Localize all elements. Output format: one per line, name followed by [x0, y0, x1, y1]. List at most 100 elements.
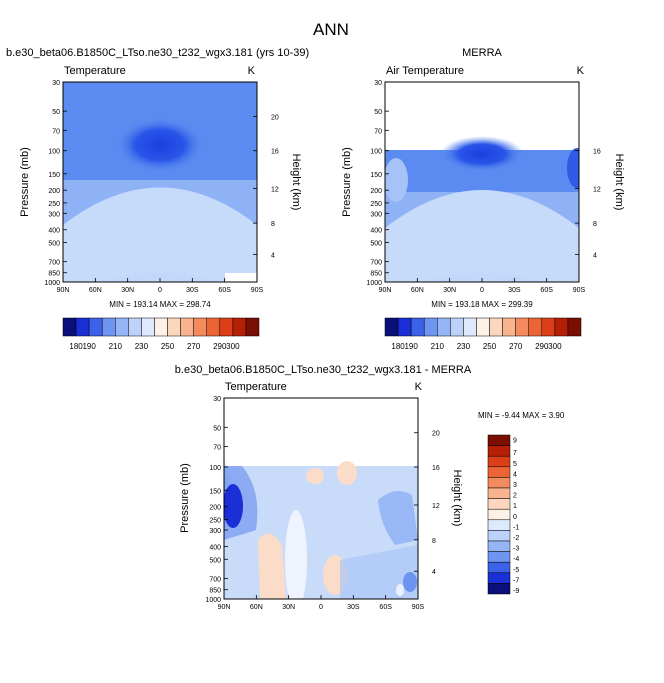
y-tick-label: 500: [209, 557, 221, 564]
panel-diff-ylabel: Pressure (mb): [179, 463, 191, 533]
panel-obs: MERRA Air Temperature K Pressure (mb) He…: [341, 47, 625, 351]
panel-obs-field: [385, 82, 579, 282]
colorbar-swatch: [193, 317, 207, 337]
y2-tick-label: 8: [432, 538, 436, 545]
panel-diff-field: [224, 398, 418, 599]
panel-diff-stats: MIN = -9.44 MAX = 3.90: [478, 411, 565, 420]
y-tick-label: 200: [370, 188, 382, 195]
colorbar-swatch: [487, 561, 511, 574]
y-tick-label: 200: [209, 505, 221, 512]
y2-tick-label: 4: [593, 252, 597, 259]
colorbar-label: -7: [513, 577, 519, 584]
colorbar-swatch: [541, 317, 556, 337]
panel-obs-ylabel: Pressure (mb): [341, 147, 353, 217]
y-tick-label: 850: [209, 588, 221, 595]
y-tick-label: 850: [370, 271, 382, 278]
colorbar-label: 180: [391, 342, 405, 351]
y-tick-label: 300: [370, 211, 382, 218]
y2-tick-label: 20: [271, 115, 279, 122]
colorbar-swatch: [463, 317, 477, 337]
y-tick-label: 70: [213, 445, 221, 452]
colorbar-swatch: [528, 317, 543, 337]
colorbar-swatch: [487, 572, 511, 584]
y-tick-label: 70: [374, 128, 382, 135]
panel-diff-ylabel-right: Height (km): [451, 470, 463, 527]
y2-tick-label: 16: [271, 149, 279, 156]
y-tick-label: 1000: [205, 597, 221, 604]
y2-tick-label: 4: [271, 252, 275, 259]
x-tick-label: 60S: [218, 287, 231, 294]
colorbar-label: 190: [404, 342, 418, 351]
colorbar-label: 250: [483, 342, 497, 351]
colorbar-label: 290: [213, 342, 227, 351]
y-tick-label: 500: [370, 240, 382, 247]
panel-obs-colorbar: 180 190 210 230 250 270 290 300: [384, 317, 582, 351]
colorbar-swatch: [154, 317, 168, 337]
panel-model-left-label: Temperature: [64, 65, 126, 77]
y2-tick-label: 20: [432, 431, 440, 438]
colorbar-label: 300: [548, 342, 562, 351]
colorbar-swatch: [410, 317, 425, 337]
colorbar-swatch: [487, 477, 511, 489]
y2-tick-label: 16: [593, 149, 601, 156]
y-tick-label: 700: [48, 260, 60, 267]
y2-tick-label: 8: [271, 221, 275, 228]
colorbar-swatch: [75, 317, 90, 337]
colorbar-label: 230: [457, 342, 471, 351]
colorbar-swatch: [62, 317, 77, 337]
colorbar-label: -4: [513, 556, 519, 563]
y-tick-label: 300: [48, 211, 60, 218]
colorbar-swatch: [128, 317, 142, 337]
y-tick-label: 50: [213, 425, 221, 432]
colorbar-label: 5: [513, 461, 517, 468]
y-tick-label: 150: [370, 172, 382, 179]
panel-model: b.e30_beta06.B1850C_LTso.ne30_t232_wgx3.…: [6, 47, 309, 351]
panel-diff-left-label: Temperature: [225, 381, 287, 393]
y2-tick-label: 12: [432, 503, 440, 510]
colorbar-swatch: [487, 466, 511, 478]
colorbar-swatch: [554, 317, 569, 337]
colorbar-label: 1: [513, 503, 517, 510]
colorbar-swatch: [487, 487, 511, 499]
colorbar-swatch: [567, 317, 582, 337]
colorbar-swatch: [397, 317, 412, 337]
x-tick-label: 90S: [251, 287, 264, 294]
colorbar-swatch: [245, 317, 260, 337]
colorbar-swatch: [487, 508, 511, 521]
colorbar-swatch: [489, 317, 503, 337]
x-tick-label: 0: [480, 287, 484, 294]
y-tick-label: 50: [374, 109, 382, 116]
colorbar-swatch: [487, 583, 511, 595]
colorbar-label: 290: [535, 342, 549, 351]
x-tick-label: 0: [319, 604, 323, 611]
panel-diff: b.e30_beta06.B1850C_LTso.ne30_t232_wgx3.…: [175, 364, 565, 611]
colorbar-label: 0: [513, 514, 517, 521]
colorbar-label: -1: [513, 524, 519, 531]
colorbar-swatch: [487, 455, 511, 468]
colorbar-swatch: [487, 551, 511, 563]
panel-model-title: b.e30_beta06.B1850C_LTso.ne30_t232_wgx3.…: [6, 47, 309, 59]
panel-model-colorbar: 180 190 210 230 250 270 290 300: [62, 317, 260, 351]
colorbar-label: -2: [513, 535, 519, 542]
colorbar-label: 2: [513, 493, 517, 500]
x-tick-label: 30S: [347, 604, 360, 611]
y-tick-label: 200: [48, 188, 60, 195]
colorbar-label: 230: [135, 342, 149, 351]
colorbar-swatch: [487, 519, 511, 531]
colorbar-swatch: [515, 317, 529, 337]
colorbar-swatch: [206, 317, 221, 337]
panel-obs-ylabel-right: Height (km): [613, 154, 625, 211]
colorbar-swatch: [487, 498, 511, 510]
y-tick-label: 500: [48, 240, 60, 247]
y2-tick-label: 4: [432, 569, 436, 576]
panel-diff-title: b.e30_beta06.B1850C_LTso.ne30_t232_wgx3.…: [175, 364, 472, 376]
x-tick-label: 30N: [121, 287, 134, 294]
x-tick-label: 60N: [250, 604, 263, 611]
panel-obs-title: MERRA: [462, 47, 502, 59]
colorbar-swatch: [487, 445, 511, 457]
y-tick-label: 250: [48, 201, 60, 208]
panel-model-ylabel-right: Height (km): [290, 154, 302, 211]
y-tick-label: 250: [209, 518, 221, 525]
panel-model-stats: MIN = 193.14 MAX = 298.74: [109, 300, 211, 309]
